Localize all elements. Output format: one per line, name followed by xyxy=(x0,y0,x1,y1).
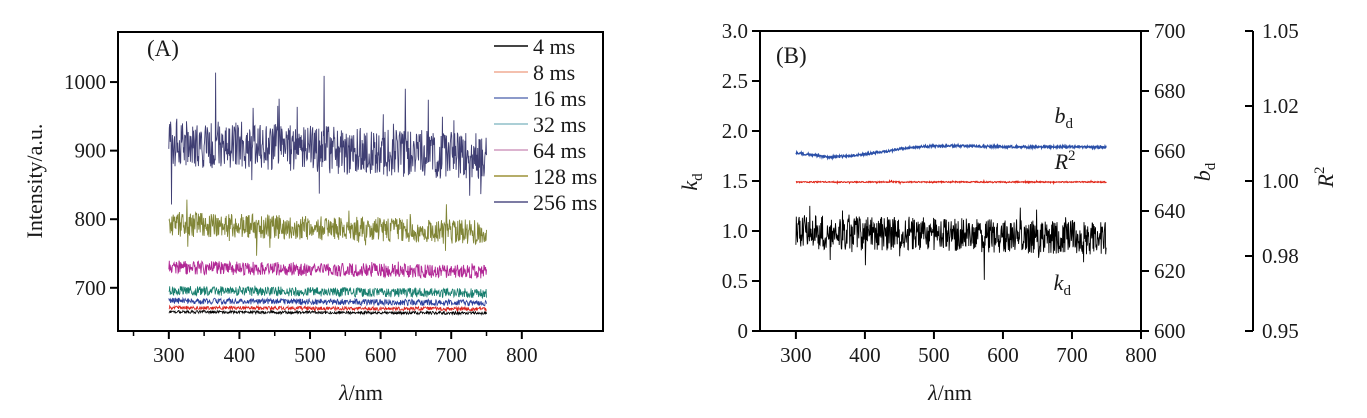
panel-b-annotation-kd: kd xyxy=(1054,270,1072,299)
panel-b-bd-tick-label: 600 xyxy=(1154,319,1186,343)
panel-b-x-tick-label: 300 xyxy=(780,343,812,367)
panel-a-x-tick-label: 300 xyxy=(153,343,185,367)
panel-b-r2-tick-label: 0.95 xyxy=(1262,319,1299,343)
panel-a-x-axis-title: λ/nm xyxy=(338,380,383,405)
panel-b-x-tick-label: 600 xyxy=(987,343,1019,367)
panel-b-left-tick-label: 0.5 xyxy=(722,269,748,293)
panel-b-x-tick-label: 500 xyxy=(918,343,950,367)
panel-b-trace-bd xyxy=(795,142,1107,161)
panel-b-left-tick-label: 0 xyxy=(738,319,749,343)
panel-b-bd-tick-label: 680 xyxy=(1154,79,1186,103)
panel-b-left-tick-label: 1.0 xyxy=(722,219,748,243)
panel-a-y-tick-label: 700 xyxy=(75,276,107,300)
panel-a-y-tick-label: 1000 xyxy=(64,70,106,94)
panel-b-left-tick-label: 2.0 xyxy=(722,119,748,143)
trace-8-ms xyxy=(168,304,487,313)
panel-b-r2-axis-title: R2 xyxy=(1312,167,1338,189)
panel-b-r2-tick-label: 1.02 xyxy=(1262,94,1299,118)
panel-b-left-tick-label: 2.5 xyxy=(722,69,748,93)
legend-label-128-ms: 128 ms xyxy=(533,164,597,189)
trace-32-ms xyxy=(168,285,487,300)
panel-b-r2-tick-label: 0.98 xyxy=(1262,244,1299,268)
trace-256-ms xyxy=(168,72,487,205)
panel-b-bd-tick-label: 640 xyxy=(1154,199,1186,223)
legend-label-64-ms: 64 ms xyxy=(533,138,586,163)
trace-4-ms xyxy=(168,308,487,316)
panel-b-left-tick-label: 1.5 xyxy=(722,169,748,193)
trace-128-ms xyxy=(168,199,487,256)
panel-a-tag: (A) xyxy=(147,36,179,61)
panel-a-x-tick-label: 500 xyxy=(294,343,326,367)
panel-b-left-tick-label: 3.0 xyxy=(722,19,748,43)
panel-b-trace-kd xyxy=(795,205,1107,280)
panel-a-frame xyxy=(117,31,604,332)
panel-b-r2-tick-label: 1.00 xyxy=(1262,169,1299,193)
panel-a-x-tick-label: 700 xyxy=(435,343,467,367)
legend-label-4-ms: 4 ms xyxy=(533,34,575,59)
panel-b-x-axis-title: λ/nm xyxy=(927,380,972,405)
panel-b-bd-tick-label: 660 xyxy=(1154,139,1186,163)
trace-64-ms xyxy=(168,260,487,279)
panel-b-r2-tick-label: 1.05 xyxy=(1262,19,1299,43)
legend-label-8-ms: 8 ms xyxy=(533,60,575,85)
panel-a-y-tick-label: 900 xyxy=(75,139,107,163)
trace-16-ms xyxy=(168,296,487,307)
panel-b-x-tick-label: 400 xyxy=(849,343,881,367)
panel-b-x-tick-label: 700 xyxy=(1056,343,1088,367)
panel-b-x-tick-label: 800 xyxy=(1125,343,1157,367)
panel-b-annotation-bd: bd xyxy=(1054,103,1073,132)
legend-label-256-ms: 256 ms xyxy=(533,190,597,215)
panel-b-tag: (B) xyxy=(776,43,807,68)
legend-label-16-ms: 16 ms xyxy=(533,86,586,111)
panel-b-bd-axis-title: bd xyxy=(1190,162,1219,181)
panel-b-annotation-R2: R2 xyxy=(1054,148,1076,174)
panel-a-x-tick-label: 800 xyxy=(506,343,538,367)
panel-b-trace-r xyxy=(795,178,1107,186)
legend-label-32-ms: 32 ms xyxy=(533,112,586,137)
panel-a-y-tick-label: 800 xyxy=(75,207,107,231)
panel-b-left-axis-title: kd xyxy=(677,173,706,191)
panel-a-x-tick-label: 600 xyxy=(365,343,397,367)
panel-a-y-axis-title: Intensity/a.u. xyxy=(22,124,47,239)
panel-a-x-tick-label: 400 xyxy=(224,343,256,367)
panel-b-bd-tick-label: 620 xyxy=(1154,259,1186,283)
panel-b-bd-tick-label: 700 xyxy=(1154,19,1186,43)
